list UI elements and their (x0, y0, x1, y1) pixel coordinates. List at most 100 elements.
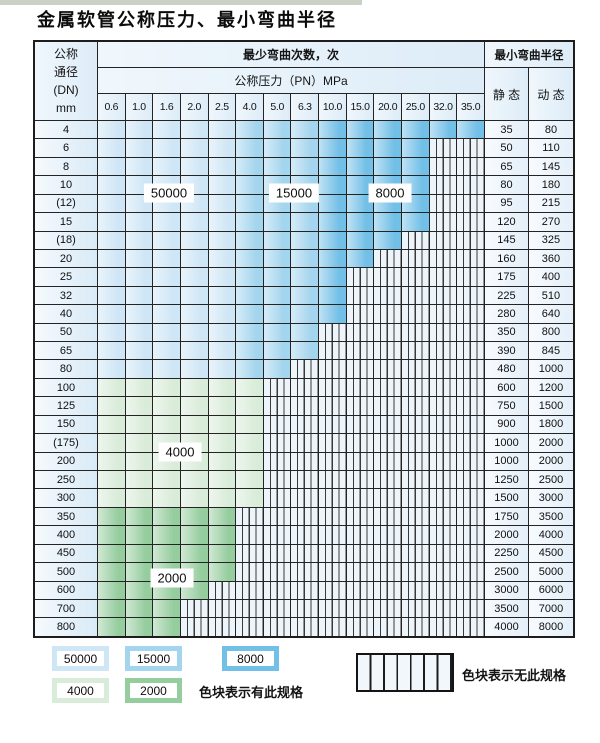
no-spec-cell (263, 563, 292, 581)
no-spec-cell (402, 452, 430, 471)
spec-cell (180, 507, 209, 526)
dynamic-radius-cell: 2000 (528, 452, 573, 471)
static-radius-cell: 480 (484, 360, 529, 378)
spec-cell (236, 360, 264, 378)
no-spec-cell (374, 563, 403, 581)
spec-cell (208, 121, 237, 139)
spec-cell (98, 397, 126, 415)
spec-cell (180, 286, 209, 305)
spec-cell (208, 157, 237, 176)
spec-cell (125, 342, 154, 360)
no-spec-cell (291, 434, 320, 452)
spec-cell (319, 305, 347, 323)
zone-count-label: 8000 (368, 183, 412, 203)
spec-cell (263, 231, 292, 249)
no-spec-cell (457, 507, 485, 526)
spec-table: 公称 通径 (DN) mm 最少弯曲次数，次 最小弯曲半径 公称压力（PN）MP… (33, 40, 575, 638)
dynamic-radius-cell: 2000 (528, 434, 573, 452)
spec-cell (180, 397, 209, 415)
spec-cell (153, 471, 181, 489)
spec-cell (180, 268, 209, 286)
spec-cell (208, 323, 237, 342)
static-radius-cell: 280 (484, 305, 529, 323)
spec-cell (374, 157, 403, 176)
static-radius-cell: 80 (484, 176, 529, 194)
no-spec-cell (402, 231, 430, 249)
pressure-values-row: 0.6 1.0 1.6 2.0 2.5 4.0 5.0 6.3 10.0 15.0 20.0 25.0… (98, 94, 485, 121)
spec-cell (236, 194, 264, 213)
dynamic-radius-cell: 80 (528, 121, 573, 139)
spec-cell (153, 618, 181, 636)
table-row: 15 120 270 (35, 213, 573, 232)
spec-cell (125, 249, 154, 268)
no-spec-cell (457, 139, 485, 157)
spec-cell (236, 452, 264, 471)
dynamic-radius-cell: 640 (528, 305, 573, 323)
table-row: 25 175 400 (35, 268, 573, 287)
no-spec-cell (319, 452, 347, 471)
spec-cell (153, 231, 181, 249)
no-spec-cell (429, 544, 458, 563)
spec-cell (98, 489, 126, 507)
no-spec-cell (263, 452, 292, 471)
spec-cell (208, 305, 237, 323)
spec-cell (153, 139, 181, 157)
no-spec-cell (402, 434, 430, 452)
no-spec-cell (346, 526, 375, 544)
spec-cell (125, 544, 154, 563)
no-spec-cell (319, 507, 347, 526)
no-spec-cell (429, 563, 458, 581)
static-radius-cell: 390 (484, 342, 529, 360)
no-spec-cell (374, 305, 403, 323)
no-spec-cell (402, 323, 430, 342)
no-spec-cell (263, 415, 292, 434)
dn-cell: 125 (35, 397, 98, 415)
spec-cell (236, 397, 264, 415)
static-radius-cell: 35 (484, 121, 529, 139)
table-row: 700 3500 7000 (35, 599, 573, 619)
spec-cell (153, 213, 181, 231)
dynamic-radius-cell: 145 (528, 157, 573, 176)
spec-cell (125, 434, 154, 452)
spec-cell (208, 342, 237, 360)
spec-cell (208, 249, 237, 268)
table-row: 100 600 1200 (35, 378, 573, 398)
static-radius-cell: 95 (484, 194, 529, 213)
no-spec-cell (291, 489, 320, 507)
no-spec-cell (319, 471, 347, 489)
zone-count-label: 15000 (268, 183, 320, 203)
spec-cell (263, 121, 292, 139)
spec-cell (125, 360, 154, 378)
spec-cell (374, 139, 403, 157)
spec-table-inner: 公称 通径 (DN) mm 最少弯曲次数，次 最小弯曲半径 公称压力（PN）MP… (35, 42, 573, 636)
no-spec-cell (263, 526, 292, 544)
spec-cell (374, 213, 403, 231)
pressure-value-header: 15.0 (346, 94, 375, 121)
spec-cell (98, 618, 126, 636)
table-row: 20 160 360 (35, 249, 573, 269)
pressure-value-header: 32.0 (429, 94, 458, 121)
no-spec-cell (291, 563, 320, 581)
spec-cell (153, 342, 181, 360)
spec-cell (98, 249, 126, 268)
no-spec-cell (429, 342, 458, 360)
no-spec-cell (374, 286, 403, 305)
table-row: 450 2250 4500 (35, 544, 573, 564)
spec-cell (98, 157, 126, 176)
zone-count-label: 4000 (158, 442, 202, 462)
no-spec-cell (457, 471, 485, 489)
spec-cell (208, 286, 237, 305)
no-spec-cell (346, 489, 375, 507)
no-spec-cell (457, 231, 485, 249)
pressure-value-header: 1.0 (125, 94, 154, 121)
static-radius-cell: 175 (484, 268, 529, 286)
spec-cell (208, 194, 237, 213)
dynamic-radius-cell: 360 (528, 249, 573, 268)
legend-swatch-2000: 2000 (125, 678, 182, 703)
no-spec-cell (319, 323, 347, 342)
no-spec-cell (429, 268, 458, 286)
spec-cell (98, 471, 126, 489)
spec-cell (236, 286, 264, 305)
spec-cell (291, 157, 320, 176)
spec-cell (236, 489, 264, 507)
